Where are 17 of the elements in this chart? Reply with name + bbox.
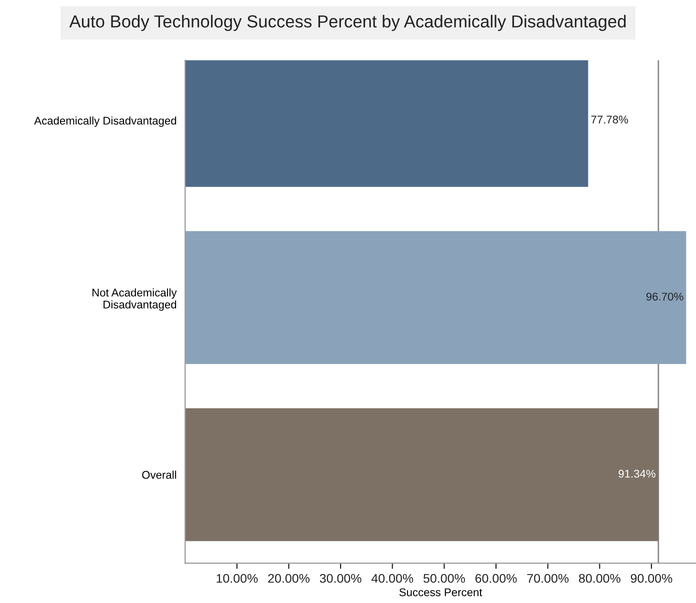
data-label: 96.70% bbox=[646, 292, 684, 301]
x-tick-label: 90.00% bbox=[630, 574, 672, 583]
x-tick-label: 40.00% bbox=[371, 574, 414, 583]
x-axis-title: Success Percent bbox=[399, 588, 482, 596]
y-tick-label: Academically Disadvantaged bbox=[34, 116, 176, 127]
data-label: 91.34% bbox=[618, 470, 656, 478]
data-label: 77.78% bbox=[591, 116, 628, 124]
x-tick-label: 20.00% bbox=[268, 574, 310, 583]
x-tick-label: 50.00% bbox=[424, 574, 465, 583]
x-tick-label: 30.00% bbox=[320, 574, 362, 583]
x-tick-label: 70.00% bbox=[527, 574, 569, 583]
x-tick-label: 80.00% bbox=[578, 574, 620, 583]
y-tick-label: Not Academically Disadvantaged bbox=[92, 288, 177, 311]
y-tick-label: Overall bbox=[142, 470, 176, 479]
x-tick-label: 60.00% bbox=[475, 574, 517, 583]
x-tick-label: 10.00% bbox=[216, 574, 258, 583]
chart-title: Auto Body Technology Success Percent by Academically Disadvantaged bbox=[69, 14, 626, 32]
